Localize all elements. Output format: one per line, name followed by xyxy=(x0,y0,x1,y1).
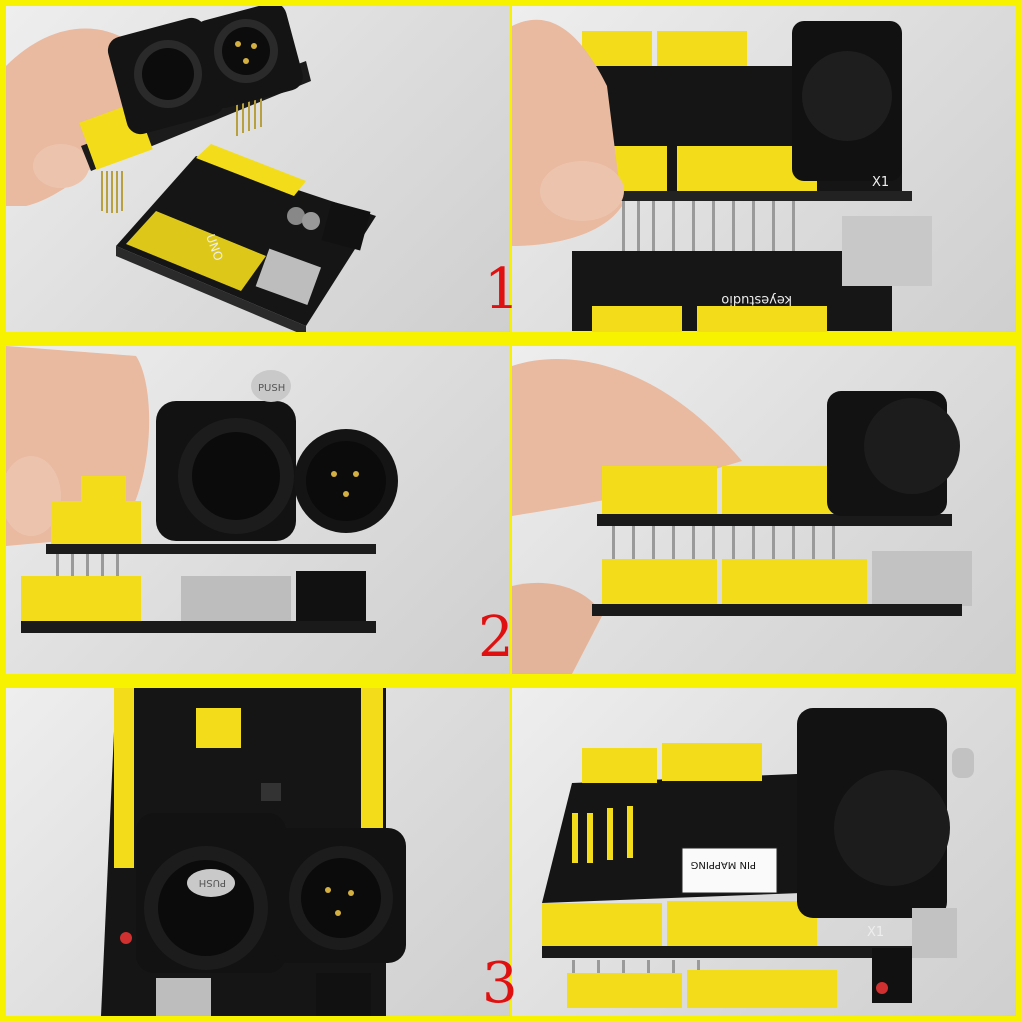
photo-panel-3: PUSH xyxy=(6,346,510,674)
photo-top-view: PUSH xyxy=(101,688,406,1016)
step-number-1: 1 xyxy=(484,257,520,322)
photo-panel-6: PIN MAPPING X1 xyxy=(512,688,1016,1016)
photo-panel-1: UNO xyxy=(6,6,510,332)
photo-side-view-right xyxy=(512,358,972,674)
photo-shield-above-board: UNO xyxy=(6,6,376,332)
photo-panel-4 xyxy=(512,346,1016,674)
photo-panel-5: PUSH xyxy=(6,688,510,1016)
push-tab-label-top: PUSH xyxy=(199,877,226,888)
push-tab-label: PUSH xyxy=(258,383,285,394)
connector-label: X1 xyxy=(872,175,889,190)
board-brand-label: keyestudio xyxy=(721,292,792,307)
step-number-2: 2 xyxy=(478,605,514,670)
connector-label-assembled: X1 xyxy=(867,925,884,940)
step-number-3: 3 xyxy=(482,951,518,1016)
pin-mapping-label: PIN MAPPING xyxy=(691,859,756,870)
photo-angled-assembled: PIN MAPPING X1 xyxy=(542,708,974,1008)
photo-shield-seated-closeup: keyestudio X1 xyxy=(512,19,932,332)
photo-side-view-left: PUSH xyxy=(6,346,398,633)
photo-panel-2: keyestudio X1 xyxy=(512,6,1016,332)
